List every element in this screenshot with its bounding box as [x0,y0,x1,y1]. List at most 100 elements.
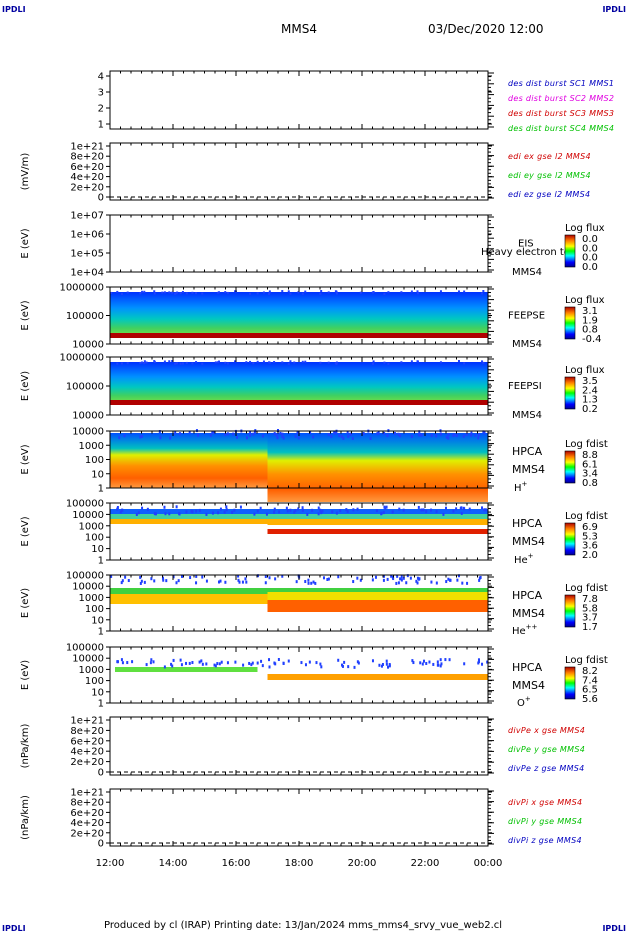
y-axis-label: E (eV) [20,516,31,546]
spectrogram-speck [398,507,401,511]
spectrogram-speck [181,362,184,365]
spectrogram-speck [225,508,228,512]
x-tick-label: 14:00 [159,858,188,869]
spacecraft-title: MMS4 [281,22,317,36]
colorbar-tick-label: 1.7 [582,622,598,633]
spectrogram-speck [214,664,217,668]
spectrogram-speck [342,436,345,440]
spectrogram-speck [386,665,389,669]
x-tick-label: 20:00 [348,858,377,869]
spectrogram-speck [304,290,307,293]
spectrogram-speck [195,361,198,364]
spectrogram-speck [422,659,425,663]
spectrogram-speck [296,431,299,435]
spectrogram-speck [301,292,304,295]
spectrogram-speck [256,509,259,513]
spectrogram-speck [153,579,156,583]
spectrogram-speck [141,290,144,293]
spectrogram-speck [382,511,385,515]
x-tick-label: 00:00 [474,858,503,869]
spectrogram-speck [120,581,123,585]
spectrogram-speck [231,510,234,514]
spectrogram-speck [353,665,356,669]
colorbar-title: Log flux [565,223,605,234]
spectrogram-speck [232,432,235,436]
spectrogram-speck [239,505,242,509]
spectrogram-speck [445,435,448,439]
spectrogram-speck [481,360,484,363]
spectrogram-speck [346,431,349,435]
panel-p5: 1000000 100000 10000 E (eV) FEEPSI MMS4 Log fl… [20,353,605,422]
spectrogram-speck [396,574,399,578]
colorbar [564,376,576,410]
spectrogram-speck [168,291,171,294]
spectrogram-speck [381,662,384,666]
spectrogram-speck [171,291,174,294]
y-axis-label: (mV/m) [20,153,31,191]
spectrogram-speck [412,661,415,665]
colorbar-tick-label: 6.1 [582,459,598,470]
overlay-label: Heavy electron to [481,247,570,258]
spectrogram-speck [188,661,191,665]
spectrogram-speck [200,659,203,663]
instrument-label: HPCA [512,589,543,602]
spectrogram-speck [261,664,264,668]
colorbar-tick-label: 0.8 [582,478,598,489]
spectrogram-speck [180,574,183,578]
y-tick-label: 1e+05 [70,249,104,260]
spectrogram-speck [347,665,350,669]
legend-entry: des dist burst SC3 MMS3 [508,109,614,118]
spectrogram-speck [268,292,271,295]
spectrogram-speck [304,663,307,667]
spectrogram-speck [277,658,280,662]
legend-entry: des dist burst SC2 MMS2 [508,94,614,103]
corner-label-bottom-right: IPDLI [602,924,626,933]
y-axis-label: E (eV) [20,228,31,258]
spectrogram-speck [223,510,226,514]
spectrogram-speck [334,290,337,293]
spectrogram-speck [120,292,123,295]
spectrogram-speck [308,660,311,664]
spectrogram-speck [337,658,340,662]
spectrogram-speck [350,432,353,436]
y-tick-label: 6e+20 [70,808,104,819]
spectrogram-speck [294,434,297,438]
spectrogram-speck [312,580,315,584]
spectrogram-speck [216,662,219,666]
spectrogram-speck [191,661,194,665]
spectrogram-speck [465,433,468,437]
spectrogram-speck [463,290,466,293]
colorbar-tick-label: 3.1 [582,306,598,317]
spectrogram-top-band [110,509,488,514]
spectrogram-speck [195,292,198,295]
spectrogram-speck [416,290,419,293]
spectrogram-speck [212,430,215,434]
spectrogram-speck [171,360,174,362]
spectrogram-speck [430,580,433,584]
spectrogram-speck [386,434,389,438]
spectrogram-speck [352,508,355,512]
spectrogram-speck [178,432,181,436]
spectrogram-speck [135,512,138,516]
spectrogram-speck [244,577,247,581]
colorbar-tick-label: 8.2 [582,666,598,677]
spectrogram-speck [380,664,383,668]
y-tick-label: 1e+04 [70,268,104,279]
spectrogram-speck [256,574,259,578]
y-tick-label: 10000 [72,654,104,665]
spectrogram-speck [320,511,323,515]
spectrogram-speck [131,660,134,664]
spectrogram-speck [181,290,184,293]
y-axis-label: E (eV) [20,444,31,474]
spectrogram-speck [428,660,431,664]
y-tick-label: 100 [85,676,104,687]
spectrogram-speck [226,291,229,294]
spectrogram-speck [359,291,362,294]
spectrogram-speck [482,430,485,434]
spectrogram-speck [372,360,375,363]
spectrogram-speck [417,505,420,509]
spectrogram-speck [146,507,149,511]
spectrogram-speck [418,430,421,434]
species-label: H+ [514,480,528,494]
